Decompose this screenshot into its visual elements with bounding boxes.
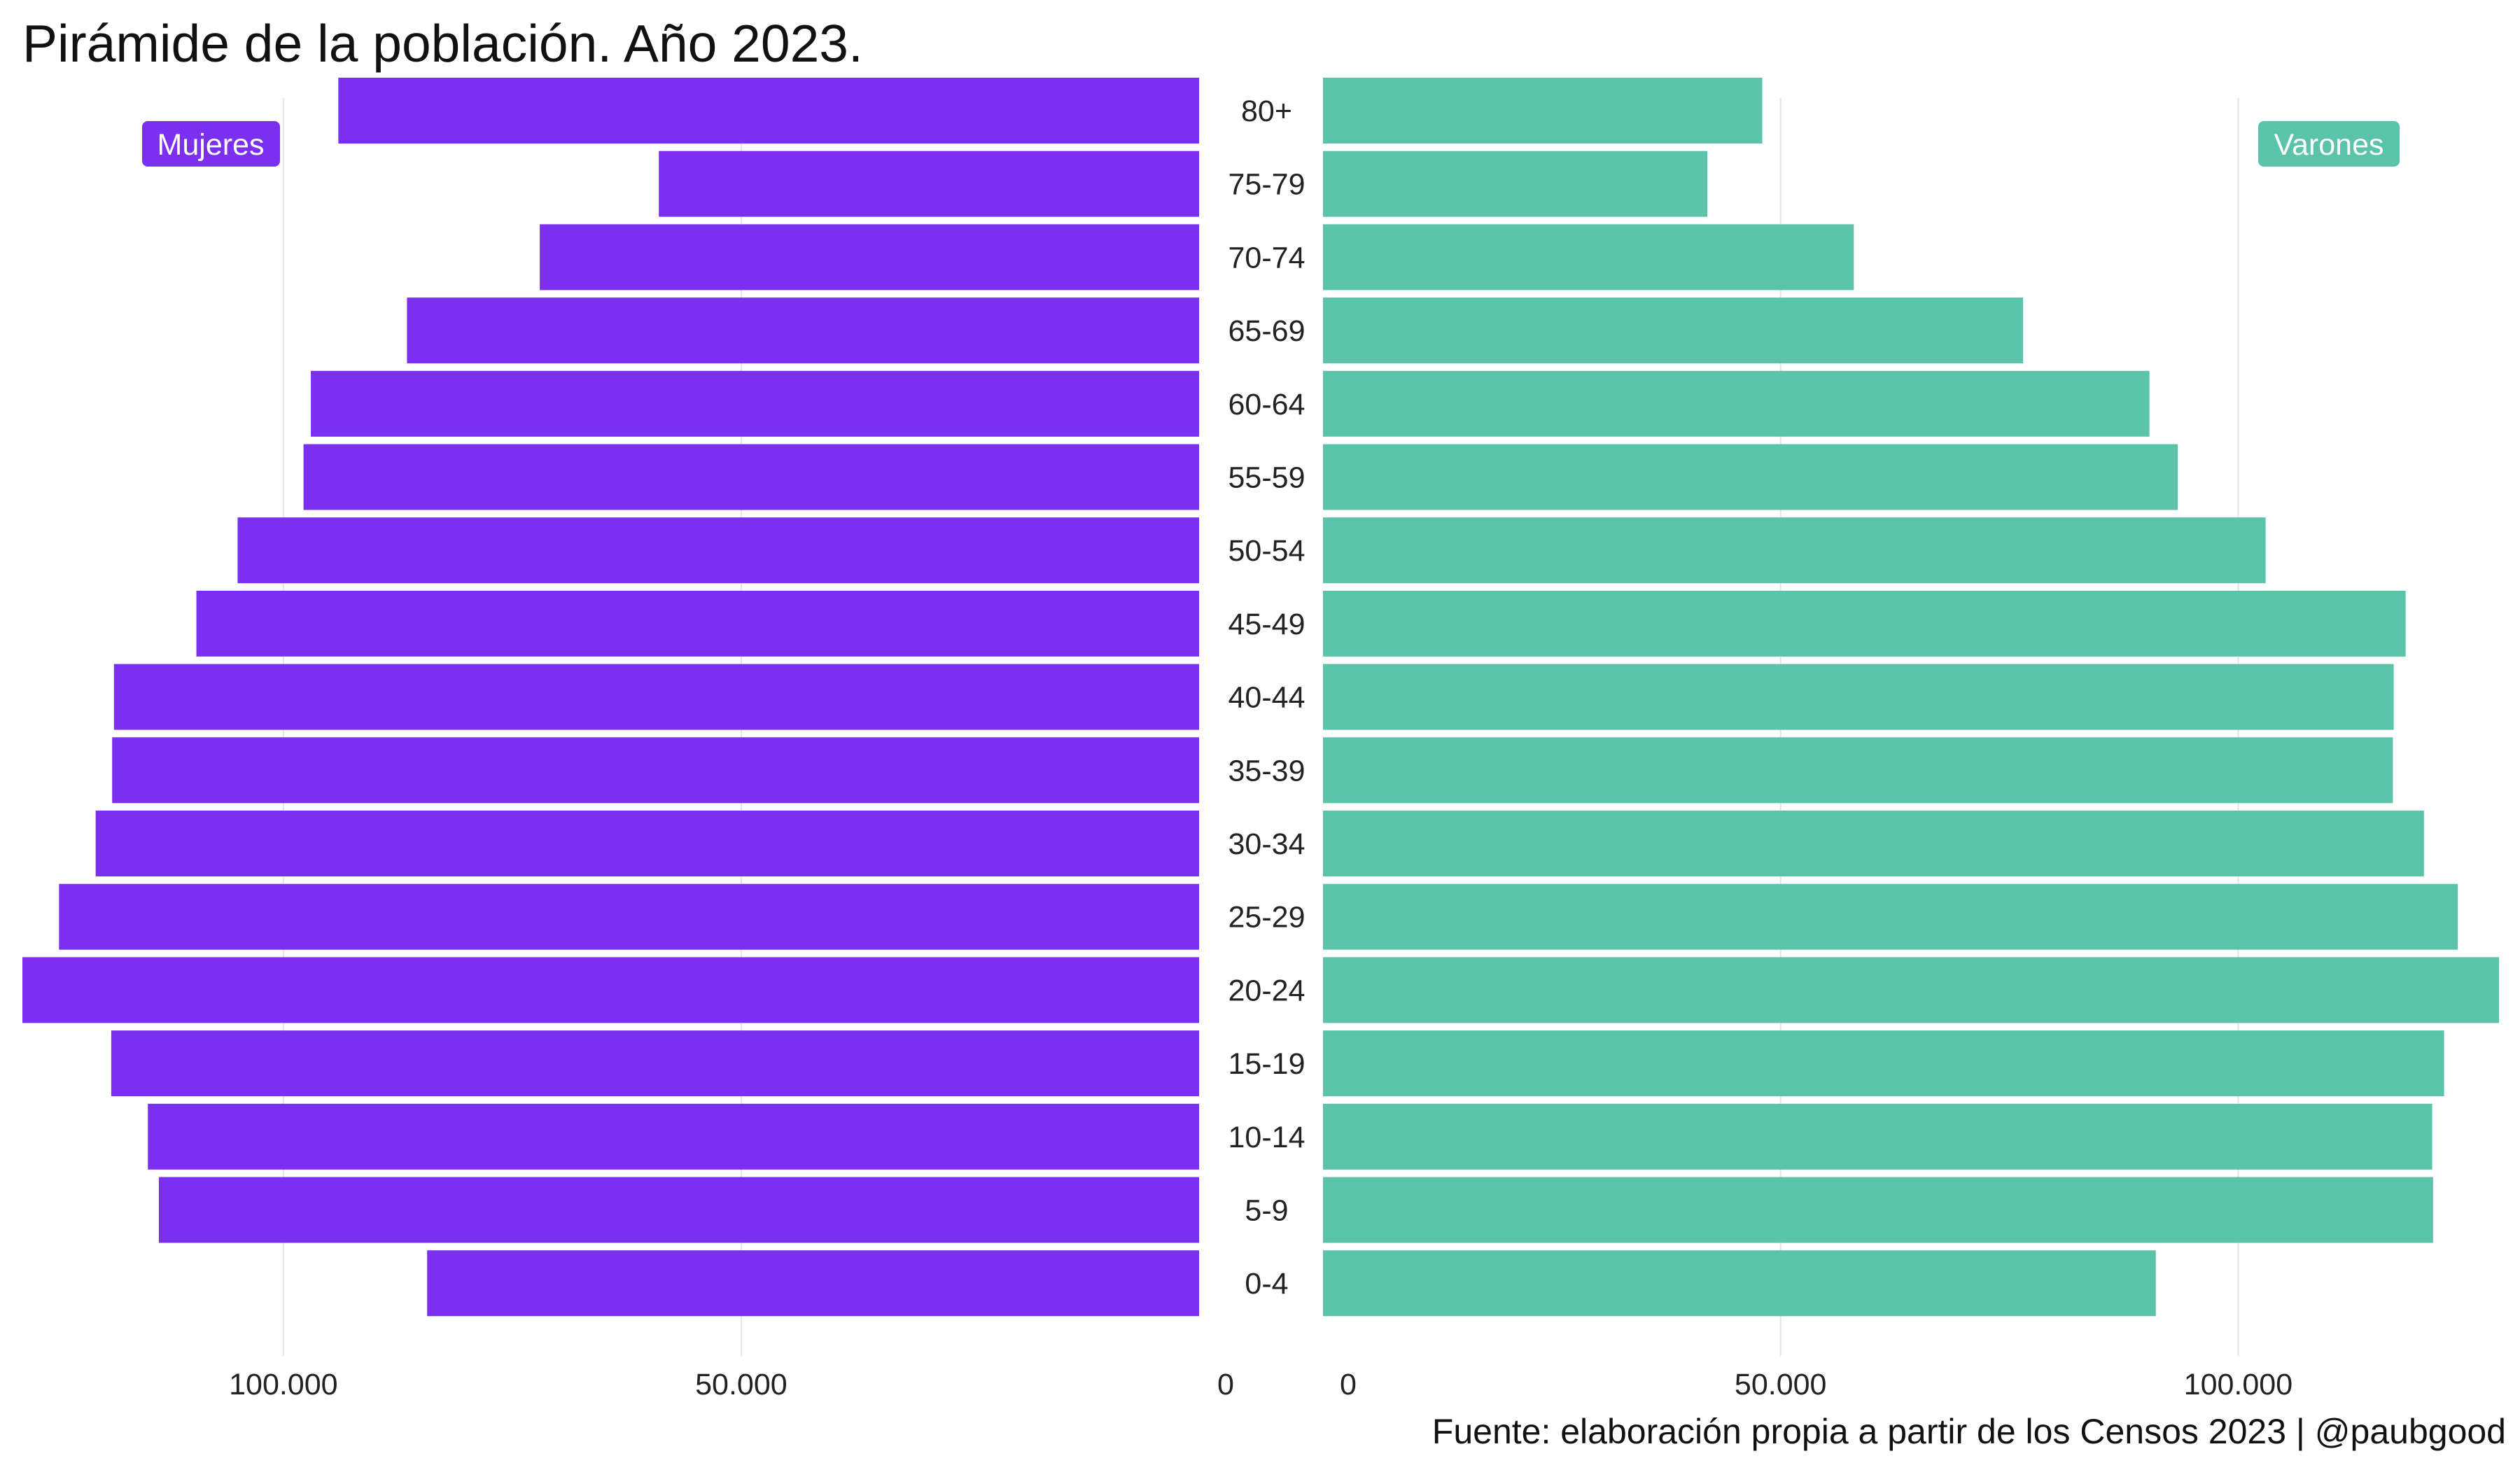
- bar-varones-70-74: [1323, 224, 1854, 290]
- bar-mujeres-35-39: [112, 737, 1199, 804]
- age-label-15-19: 15-19: [1228, 1047, 1306, 1081]
- legend-varones-label: Varones: [2274, 128, 2384, 162]
- legend-varones: Varones: [2258, 121, 2400, 167]
- bar-varones-40-44: [1323, 664, 2394, 730]
- age-label-50-54: 50-54: [1228, 534, 1306, 568]
- right-axis-tick-labels: 0 50.000 100.000: [1340, 1368, 2292, 1401]
- bar-mujeres-45-49: [196, 590, 1200, 657]
- age-label-35-39: 35-39: [1228, 754, 1306, 788]
- bar-varones-50-54: [1323, 517, 2266, 584]
- bar-varones-35-39: [1323, 737, 2393, 804]
- bar-mujeres-50-54: [237, 517, 1200, 584]
- bar-mujeres-75-79: [659, 150, 1199, 217]
- age-label-30-34: 30-34: [1228, 827, 1306, 861]
- bar-mujeres-5-9: [158, 1177, 1200, 1243]
- age-label-20-24: 20-24: [1228, 974, 1306, 1007]
- bar-mujeres-10-14: [148, 1103, 1199, 1170]
- left-tick-label-0: 100.000: [229, 1368, 337, 1401]
- bar-varones-10-14: [1323, 1103, 2432, 1170]
- legend-mujeres: Mujeres: [142, 121, 280, 167]
- chart-caption: Fuente: elaboración propia a partir de l…: [1432, 1412, 2506, 1451]
- age-label-80+: 80+: [1241, 94, 1292, 128]
- bar-varones-80+: [1323, 78, 1763, 144]
- right-tick-label-2: 100.000: [2184, 1368, 2292, 1401]
- age-label-55-59: 55-59: [1228, 461, 1306, 495]
- bar-varones-25-29: [1323, 883, 2458, 950]
- bar-varones-15-19: [1323, 1030, 2444, 1097]
- age-label-65-69: 65-69: [1228, 314, 1306, 348]
- bar-mujeres-25-29: [59, 883, 1199, 950]
- bar-mujeres-40-44: [113, 664, 1199, 730]
- age-label-60-64: 60-64: [1228, 388, 1306, 421]
- bar-mujeres-30-34: [95, 811, 1200, 876]
- bar-varones-0-4: [1323, 1250, 2156, 1317]
- bar-mujeres-80+: [338, 78, 1199, 144]
- bar-varones-45-49: [1323, 590, 2406, 657]
- right-tick-label-1: 50.000: [1735, 1368, 1827, 1401]
- mujeres-bars: [22, 78, 1200, 1317]
- bar-varones-20-24: [1323, 957, 2499, 1023]
- bar-mujeres-0-4: [427, 1250, 1199, 1317]
- bar-varones-75-79: [1323, 150, 1708, 217]
- age-label-40-44: 40-44: [1228, 681, 1306, 715]
- left-tick-label-1: 50.000: [695, 1368, 788, 1401]
- left-tick-label-2: 0: [1217, 1368, 1234, 1401]
- bar-mujeres-65-69: [407, 298, 1199, 364]
- varones-bars: [1323, 78, 2499, 1317]
- bar-varones-55-59: [1323, 444, 2178, 510]
- age-label-70-74: 70-74: [1228, 241, 1306, 274]
- bar-varones-30-34: [1323, 811, 2424, 876]
- age-label-10-14: 10-14: [1228, 1121, 1306, 1154]
- bar-mujeres-60-64: [311, 370, 1199, 437]
- bar-mujeres-70-74: [540, 224, 1199, 290]
- bar-varones-5-9: [1323, 1177, 2433, 1243]
- age-label-25-29: 25-29: [1228, 901, 1306, 934]
- left-axis-tick-labels: 100.000 50.000 0: [229, 1368, 1234, 1401]
- age-group-labels: 80+ 75-79 70-74 65-69 60-64 55-59 50-54 45-49 40…: [1228, 94, 1306, 1301]
- legend-mujeres-box: [142, 121, 280, 167]
- bar-mujeres-20-24: [22, 957, 1199, 1023]
- bar-varones-65-69: [1323, 298, 2024, 364]
- legend-varones-box: [2258, 121, 2400, 167]
- bar-mujeres-55-59: [303, 444, 1200, 510]
- right-tick-label-0: 0: [1340, 1368, 1357, 1401]
- age-label-45-49: 45-49: [1228, 608, 1306, 641]
- bar-mujeres-15-19: [111, 1030, 1200, 1097]
- chart-title: Pirámide de la población. Año 2023.: [22, 14, 863, 73]
- bar-varones-60-64: [1323, 370, 2150, 437]
- age-label-0-4: 0-4: [1245, 1267, 1288, 1301]
- legend-mujeres-label: Mujeres: [158, 128, 265, 162]
- age-label-5-9: 5-9: [1245, 1194, 1288, 1228]
- age-label-75-79: 75-79: [1228, 168, 1306, 202]
